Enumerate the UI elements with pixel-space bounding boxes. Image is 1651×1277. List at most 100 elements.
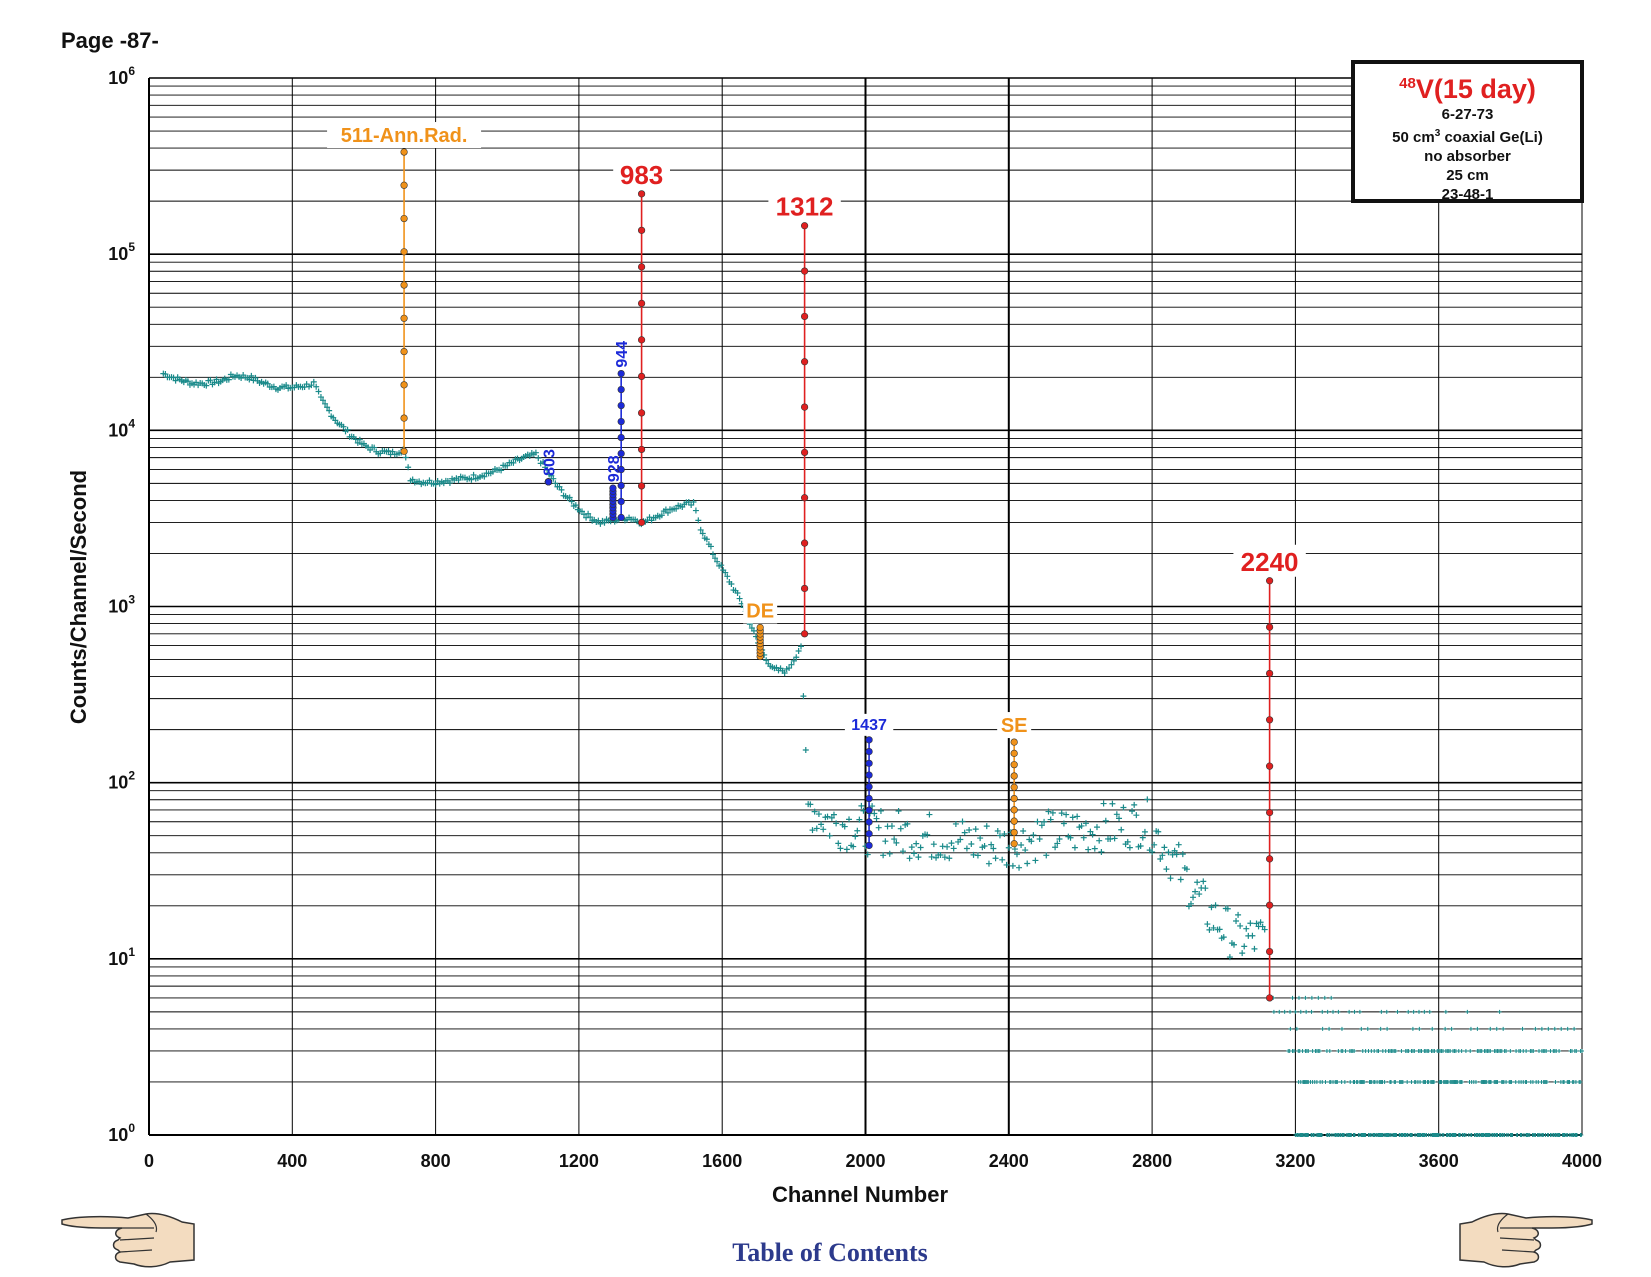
background-point xyxy=(843,846,850,853)
background-point xyxy=(830,811,837,818)
y-tick-label: 105 xyxy=(108,240,135,264)
background-point xyxy=(1212,902,1219,909)
background-point xyxy=(1235,911,1242,918)
background-point xyxy=(897,825,904,832)
background-point xyxy=(690,499,697,506)
background-point xyxy=(1041,818,1048,825)
background-point xyxy=(1111,835,1118,842)
background-point xyxy=(446,479,453,486)
background-point xyxy=(664,509,671,516)
background-point xyxy=(468,476,475,483)
background-point xyxy=(714,558,721,565)
background-point xyxy=(1410,1026,1415,1031)
background-point xyxy=(455,477,462,484)
table-of-contents-link[interactable]: Table of Contents xyxy=(732,1238,928,1267)
peak-marker xyxy=(800,630,809,638)
background-point xyxy=(1352,1133,1357,1137)
y-tick-label: 103 xyxy=(108,593,135,617)
y-tick-label: 100 xyxy=(108,1121,135,1145)
background-point xyxy=(566,494,573,501)
background-point xyxy=(1257,919,1264,926)
background-point xyxy=(961,829,968,836)
background-point xyxy=(1230,941,1237,948)
background-point xyxy=(356,436,363,443)
background-point xyxy=(703,536,710,543)
background-point xyxy=(871,810,878,817)
peak-marker xyxy=(637,372,646,381)
peak-marker xyxy=(1010,761,1018,769)
peak-label-bg xyxy=(613,157,670,190)
background-point xyxy=(724,573,731,580)
peak-marker xyxy=(1010,783,1018,791)
background-point xyxy=(800,693,807,700)
background-point xyxy=(1339,1026,1344,1031)
background-point xyxy=(344,426,351,433)
background-point xyxy=(877,807,884,814)
peak-label: 944 xyxy=(614,341,631,368)
background-point xyxy=(1497,1009,1502,1014)
background-point xyxy=(1316,995,1321,1000)
next-page-hand-icon[interactable] xyxy=(1456,1210,1596,1272)
peak-label: 1312 xyxy=(776,192,834,222)
peak-marker xyxy=(1266,901,1274,909)
x-tick-label: 0 xyxy=(144,1151,154,1171)
background-point xyxy=(1208,904,1215,911)
background-point xyxy=(1395,1009,1400,1014)
background-point xyxy=(1082,820,1089,827)
background-point xyxy=(1468,1048,1473,1053)
peak-marker xyxy=(1010,828,1018,837)
background-point xyxy=(854,827,861,834)
peak-marker xyxy=(865,818,873,826)
grid xyxy=(148,77,1583,1136)
background-point xyxy=(246,376,253,383)
background-point xyxy=(1190,894,1197,901)
peak-label: 511-Ann.Rad. xyxy=(341,125,468,147)
previous-page-hand-icon[interactable] xyxy=(58,1210,198,1272)
peak-marker xyxy=(1266,994,1274,1002)
background-point xyxy=(1475,1026,1480,1031)
background-point xyxy=(1533,1026,1538,1031)
background-point xyxy=(1417,1026,1422,1031)
background-point xyxy=(504,462,511,469)
peak-marker xyxy=(800,448,809,457)
peak-marker xyxy=(637,299,646,307)
background-point xyxy=(1427,1009,1432,1014)
background-point xyxy=(1473,1079,1478,1084)
peak-label: SE xyxy=(1001,715,1028,737)
background-point xyxy=(835,840,842,847)
background-point xyxy=(1131,801,1138,808)
peak-944: 944 xyxy=(614,341,631,522)
background-point xyxy=(326,407,333,414)
background-point xyxy=(795,648,802,655)
background-point xyxy=(1572,1026,1577,1031)
background-point xyxy=(930,841,937,848)
background-point xyxy=(1200,878,1207,885)
peak-label-bg xyxy=(844,713,894,736)
background-point xyxy=(1443,1026,1448,1031)
background-point xyxy=(1430,1026,1435,1031)
peak-marker xyxy=(609,484,617,492)
background-point xyxy=(213,376,220,383)
background-point xyxy=(1539,1026,1544,1031)
background-point xyxy=(904,820,911,827)
background-point xyxy=(917,844,924,851)
background-point xyxy=(1406,1009,1411,1014)
background-point xyxy=(798,643,805,650)
background-point xyxy=(913,840,920,847)
background-point xyxy=(1161,844,1168,851)
peak-marker xyxy=(1266,669,1274,678)
peak-marker xyxy=(756,623,764,632)
background-point xyxy=(858,802,865,809)
peak-marker xyxy=(637,190,646,198)
peak-marker xyxy=(1266,716,1274,724)
background-point xyxy=(1091,845,1098,852)
background-point xyxy=(1510,1133,1515,1137)
x-tick-label: 2800 xyxy=(1132,1151,1172,1171)
background-point xyxy=(172,377,179,384)
background-point xyxy=(1157,855,1164,862)
background-point xyxy=(1144,796,1151,803)
background-point xyxy=(1107,836,1114,843)
background-point xyxy=(781,670,788,677)
background-point xyxy=(1578,1079,1583,1084)
background-point xyxy=(1022,847,1029,854)
